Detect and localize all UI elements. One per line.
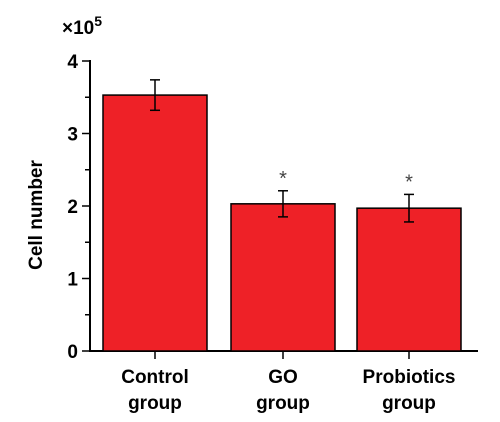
x-category-label: group: [128, 393, 182, 414]
y-tick-label: 4: [67, 52, 78, 73]
significance-mark: *: [405, 171, 413, 193]
y-tick-label: 1: [67, 270, 78, 291]
y-tick-label: 0: [67, 342, 78, 363]
y-axis-scale-exponent: 5: [94, 13, 102, 29]
y-tick-label: 2: [67, 197, 78, 218]
bar: [356, 207, 462, 352]
y-axis-label: Cell number: [26, 160, 47, 270]
bar: [102, 94, 208, 352]
x-category-label: Control: [121, 367, 189, 388]
x-category-label: group: [256, 393, 310, 414]
plot-area: 0 1 2 3 4 Control group * GO group * Probiotics grou…: [67, 52, 478, 414]
significance-mark: *: [279, 168, 287, 190]
x-category-label: GO: [268, 367, 298, 388]
y-axis-scale-base: ×10: [62, 18, 94, 39]
y-tick-label: 3: [67, 125, 78, 146]
bar: [230, 203, 336, 352]
x-category-label: group: [382, 393, 436, 414]
x-category-label: Probiotics: [363, 367, 456, 388]
y-axis-scale-label: ×105: [62, 13, 102, 39]
